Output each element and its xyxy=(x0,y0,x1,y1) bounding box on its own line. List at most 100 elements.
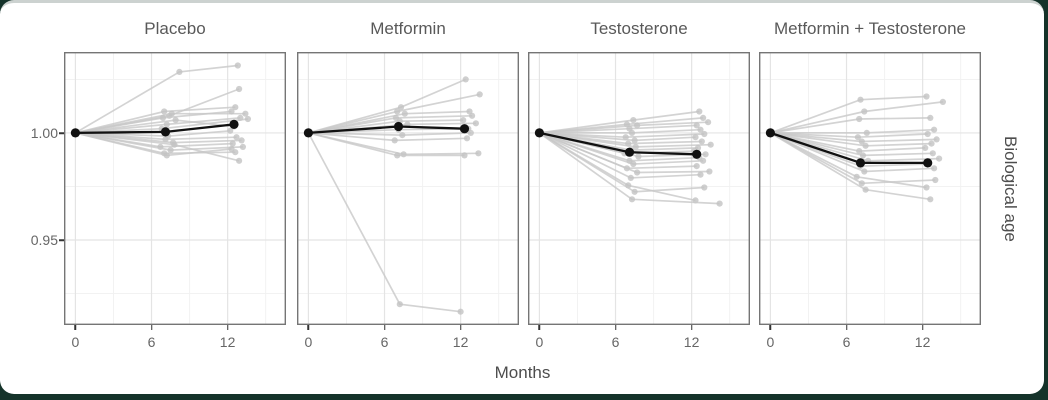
subject-dot xyxy=(630,117,637,124)
subject-dot xyxy=(472,120,479,127)
subject-dot xyxy=(461,152,468,159)
subject-dot xyxy=(697,126,704,133)
x-tick-label-0: 0 xyxy=(71,334,80,350)
x-tick-label-0: 0 xyxy=(535,334,544,350)
subject-dot xyxy=(931,165,938,172)
subject-dot xyxy=(476,91,483,98)
panel-border xyxy=(64,52,286,325)
subject-dot xyxy=(628,196,636,203)
subject-dot xyxy=(628,129,636,136)
subject-dot xyxy=(475,150,482,157)
x-tick-mark xyxy=(538,325,541,330)
y-axis-title: Biological age xyxy=(1001,135,1020,242)
panel-plot-placebo xyxy=(64,52,286,325)
subject-dot xyxy=(460,117,467,124)
subject-dot xyxy=(922,144,929,151)
x-tick-mark xyxy=(226,325,229,330)
subject-dot xyxy=(242,110,249,117)
subject-dot xyxy=(705,119,712,126)
subject-dot xyxy=(931,126,938,133)
subject-dot xyxy=(236,85,243,93)
subject-dot xyxy=(630,160,637,168)
subject-dot xyxy=(391,137,398,144)
subject-dot xyxy=(632,143,639,150)
subject-dot xyxy=(853,173,860,180)
facet-title-metformin-testosterone: Metformin + Testosterone xyxy=(774,19,966,38)
subject-dot xyxy=(233,134,240,141)
x-tick-label-0: 0 xyxy=(766,334,775,350)
subject-dot xyxy=(693,122,700,129)
subject-dot xyxy=(693,163,700,170)
subject-dot xyxy=(856,115,863,123)
subject-dot xyxy=(172,117,179,124)
x-axis-title: Months xyxy=(494,363,551,382)
subject-dot xyxy=(228,145,235,153)
x-tick-label-6: 6 xyxy=(611,334,620,350)
subject-dot xyxy=(457,308,464,315)
mean-dot xyxy=(765,128,775,138)
subject-dot xyxy=(227,127,234,134)
panel-background xyxy=(759,52,981,325)
subject-dot xyxy=(927,114,934,121)
subject-dot xyxy=(929,150,936,157)
x-tick-label-6: 6 xyxy=(380,334,389,350)
x-tick-label-12: 12 xyxy=(683,334,700,350)
subject-dot xyxy=(161,108,168,115)
subject-dot xyxy=(701,130,708,138)
panel-background xyxy=(64,52,286,325)
x-tick-mark xyxy=(307,325,310,330)
facet-title-placebo: Placebo xyxy=(144,19,206,38)
subject-dot xyxy=(163,152,170,159)
x-tick-mark xyxy=(769,325,772,330)
subject-dot xyxy=(927,196,934,203)
mean-dot xyxy=(459,124,470,134)
y-tick-label-0.95: 0.95 xyxy=(30,232,58,248)
subject-dot xyxy=(707,141,714,148)
subject-dot xyxy=(163,121,170,128)
mean-dot xyxy=(855,158,866,168)
subject-dot xyxy=(463,135,471,142)
subject-dot xyxy=(862,142,869,149)
x-tick-mark xyxy=(74,325,77,330)
subject-dot xyxy=(159,114,166,121)
mean-dot xyxy=(303,128,313,138)
panel-border xyxy=(759,52,981,325)
subject-dot xyxy=(928,140,935,147)
subject-dot xyxy=(400,151,407,158)
subject-dot xyxy=(462,76,469,83)
subject-dot xyxy=(171,141,178,148)
x-tick-mark xyxy=(614,325,617,330)
x-tick-mark xyxy=(459,325,462,330)
x-tick-mark xyxy=(383,325,386,330)
subject-dot xyxy=(631,188,638,195)
panel-border xyxy=(528,52,750,325)
x-tick-label-6: 6 xyxy=(842,334,851,350)
subject-dot xyxy=(236,157,243,164)
subject-dot xyxy=(631,137,638,144)
subject-dot xyxy=(167,147,174,154)
subject-dot xyxy=(229,140,236,147)
subject-dot xyxy=(232,104,239,111)
subject-dot xyxy=(692,134,699,141)
y-tick-label-1.00: 1.00 xyxy=(30,125,58,141)
x-tick-mark xyxy=(150,325,153,330)
x-tick-label-6: 6 xyxy=(147,334,156,350)
subject-dot xyxy=(700,114,707,121)
panel-background xyxy=(297,52,519,325)
subject-dot xyxy=(239,143,246,150)
mean-dot xyxy=(624,147,635,157)
subject-dot xyxy=(702,151,709,158)
subject-dot xyxy=(856,148,863,155)
panel-plot-metformin xyxy=(297,52,519,325)
subject-dot xyxy=(863,129,870,136)
mean-dot xyxy=(534,128,544,138)
subject-dot xyxy=(701,184,708,191)
x-tick-mark xyxy=(921,325,924,330)
subject-dot xyxy=(634,169,641,176)
facet-title-testosterone: Testosterone xyxy=(590,19,688,38)
subject-dot xyxy=(399,132,406,139)
x-tick-mark xyxy=(690,325,693,330)
subject-dot xyxy=(397,104,405,111)
x-tick-label-12: 12 xyxy=(452,334,469,350)
